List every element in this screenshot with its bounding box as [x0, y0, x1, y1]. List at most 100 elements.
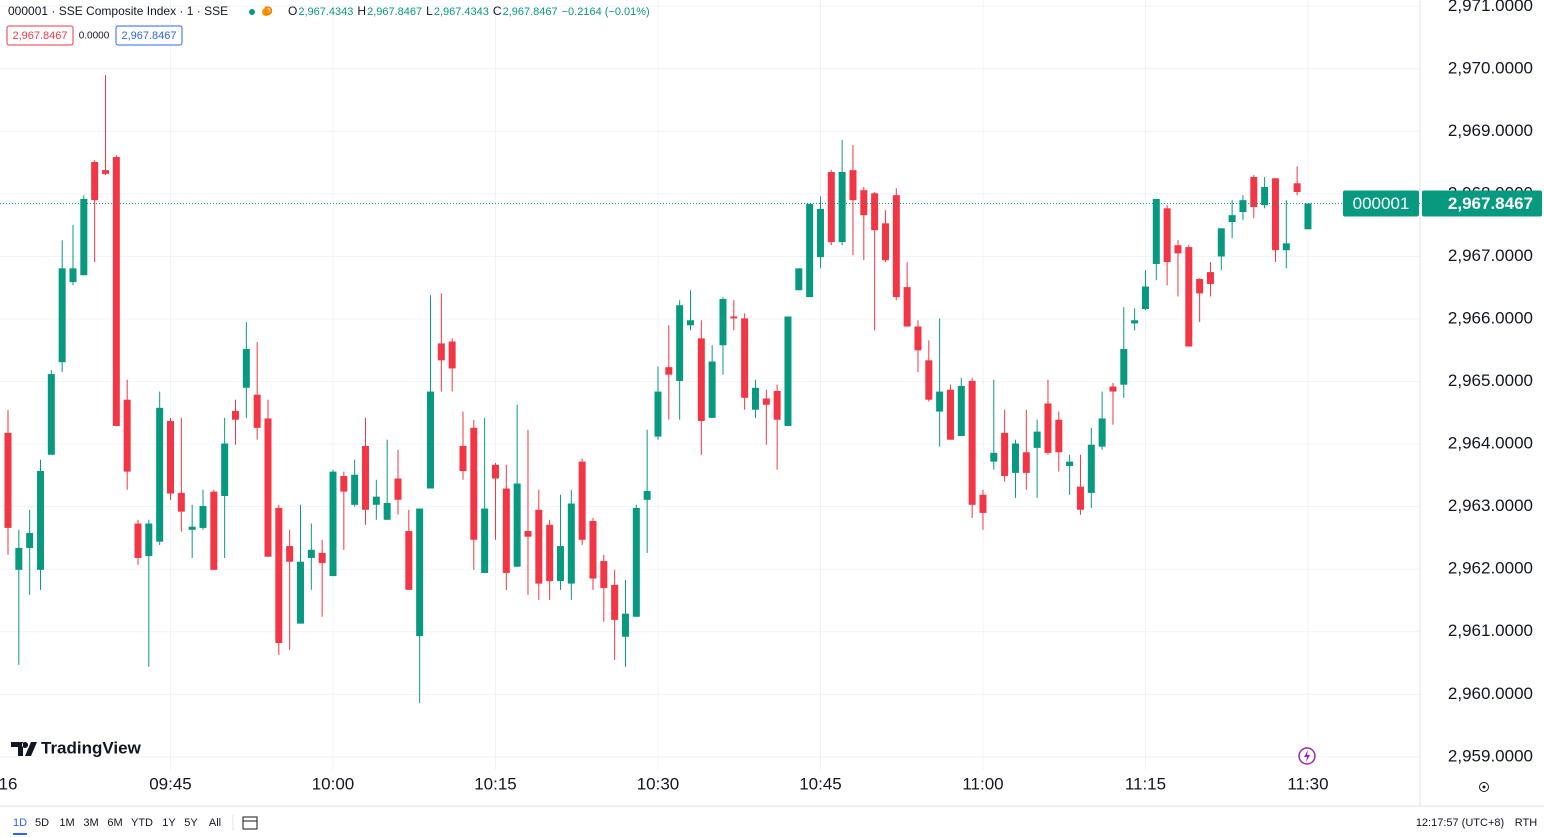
- candle-body: [199, 506, 207, 528]
- candle-body: [665, 367, 673, 375]
- range-button[interactable]: 6M: [107, 817, 122, 829]
- candle-body: [91, 162, 99, 201]
- calendar-icon: [242, 816, 258, 830]
- candle-body: [1141, 286, 1149, 310]
- candle-body: [946, 389, 954, 440]
- candle-body: [936, 391, 944, 412]
- y-tick-label: 2,961.0000: [1448, 621, 1533, 640]
- candle-body: [881, 223, 889, 261]
- candle-body: [80, 198, 88, 276]
- y-tick-label: 2,963.0000: [1448, 496, 1533, 515]
- candle-body: [589, 521, 597, 579]
- candle-body: [567, 503, 575, 584]
- candle-body: [784, 316, 792, 426]
- candle-body: [188, 526, 196, 530]
- range-button[interactable]: 5Y: [184, 817, 198, 829]
- candle-body: [816, 208, 824, 258]
- candle-body: [1098, 418, 1106, 447]
- candle-body: [643, 491, 651, 500]
- candle-body: [145, 523, 153, 557]
- range-button[interactable]: All: [209, 817, 221, 829]
- candle-body: [15, 547, 23, 570]
- candle-body: [1228, 215, 1236, 223]
- candle-body: [1271, 178, 1279, 251]
- candle-body: [112, 157, 120, 426]
- logo: TradingView: [11, 738, 142, 757]
- candle-body: [231, 410, 239, 420]
- x-tick-label: 11:30: [1287, 774, 1328, 793]
- candle-body: [1206, 272, 1214, 284]
- grid: [0, 0, 1420, 770]
- range-button[interactable]: 3M: [83, 817, 98, 829]
- candle-body: [372, 496, 380, 505]
- candle-body: [1011, 443, 1019, 473]
- candle-body: [1250, 177, 1258, 208]
- candle-body: [741, 318, 749, 398]
- x-tick-label: 09:45: [149, 774, 192, 793]
- symbol-title: 000001 · SSE Composite Index · 1 · SSE: [8, 4, 228, 18]
- y-tick-label: 2,965.0000: [1448, 371, 1533, 390]
- candle-body: [470, 427, 478, 540]
- candle-body: [632, 507, 640, 617]
- candle-body: [134, 523, 142, 558]
- last-price-symbol: 000001: [1353, 194, 1410, 213]
- candle-body: [351, 474, 359, 505]
- range-button[interactable]: 1Y: [162, 817, 176, 829]
- candle-body: [264, 418, 272, 557]
- y-tick-label: 2,964.0000: [1448, 434, 1533, 453]
- candle-body: [914, 326, 922, 351]
- ask-box[interactable]: [115, 25, 183, 46]
- y-tick-label: 2,959.0000: [1448, 746, 1533, 765]
- candle-body: [1044, 403, 1052, 453]
- candle-body: [827, 172, 835, 243]
- candle-body: [491, 464, 499, 479]
- candle-body: [524, 531, 532, 537]
- candle-body: [177, 492, 185, 512]
- x-tick-label: 11:15: [1125, 774, 1166, 793]
- candle-body: [69, 268, 77, 283]
- candle-body: [676, 305, 684, 381]
- candle-body: [556, 546, 564, 582]
- settings-button[interactable]: [1479, 782, 1489, 792]
- candle-body: [925, 360, 933, 400]
- range-button[interactable]: 5D: [35, 817, 49, 829]
- y-tick-label: 2,966.0000: [1448, 308, 1533, 327]
- ohlc-key: H: [357, 4, 366, 18]
- candle-body: [242, 349, 250, 388]
- y-tick-label: 2,962.0000: [1448, 559, 1533, 578]
- session[interactable]: RTH: [1515, 817, 1537, 829]
- candle-body: [1304, 203, 1312, 230]
- lightning-button[interactable]: [1298, 747, 1316, 765]
- candle-body: [979, 494, 987, 513]
- candle-body: [210, 491, 218, 570]
- candle-body: [448, 341, 456, 369]
- status-dot: [249, 9, 255, 15]
- candle-body: [1174, 245, 1182, 254]
- range-button[interactable]: YTD: [131, 817, 153, 829]
- candle-body: [719, 298, 727, 346]
- candle-body: [275, 507, 283, 644]
- candle-body: [1163, 208, 1171, 263]
- candle-body: [795, 268, 803, 291]
- bid-box[interactable]: [6, 25, 74, 46]
- candle-body: [296, 561, 304, 624]
- range-button[interactable]: 1M: [59, 817, 74, 829]
- ohlc-value: 2,967.8467: [503, 6, 558, 18]
- ohlc-legend: O 2,967.4343 H 2,967.8467 L 2,967.4343 C 2,967.…: [288, 4, 650, 18]
- candles: [4, 75, 1312, 704]
- range-button[interactable]: 1D: [13, 817, 27, 829]
- candle-body: [535, 509, 543, 584]
- y-tick-label: 2,971.0000: [1448, 0, 1533, 15]
- toolbar: 1D 5D 1M 3M 6M YTD 1Y 5Y All: [13, 817, 221, 835]
- candle-body: [773, 390, 781, 420]
- candle-body: [1152, 198, 1160, 264]
- calendar-button[interactable]: [232, 815, 258, 831]
- candle-body: [1120, 349, 1128, 385]
- candle-body: [361, 445, 369, 510]
- candle-body: [1217, 228, 1225, 257]
- candle-body: [47, 374, 55, 455]
- candle-body: [253, 394, 261, 428]
- ohlc-key: L: [426, 4, 433, 18]
- ohlc-key: C: [493, 4, 502, 18]
